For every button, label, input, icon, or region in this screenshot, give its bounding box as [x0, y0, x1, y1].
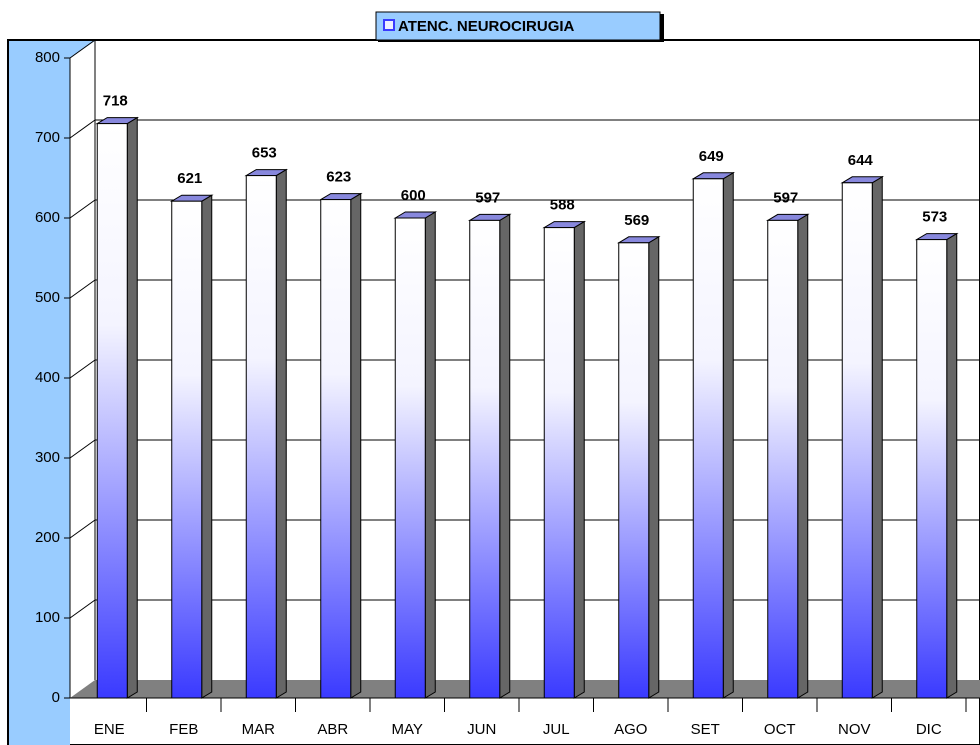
bar-side [126, 116, 138, 699]
data-label: 621 [177, 170, 202, 187]
grid-line [69, 279, 96, 299]
x-tick-label: JUN [467, 721, 496, 738]
grid-line [69, 39, 96, 59]
x-tick-label: ABR [317, 721, 348, 738]
data-label: 653 [252, 145, 277, 162]
y-tick-label: 700 [35, 129, 60, 146]
x-tick-label: AGO [614, 721, 647, 738]
data-label: 718 [103, 93, 128, 110]
bar [767, 219, 799, 699]
y-tick-label: 800 [35, 49, 60, 66]
legend-label: ATENC. NEUROCIRUGIA [398, 18, 575, 35]
grid-line [69, 359, 96, 379]
grid-line [69, 119, 96, 139]
floor [70, 680, 980, 698]
bar [171, 200, 203, 699]
bar [841, 182, 873, 699]
bar [916, 239, 948, 699]
data-label: 600 [401, 187, 426, 204]
bar [245, 175, 277, 699]
bar [692, 178, 724, 699]
data-label: 573 [922, 209, 947, 226]
bar-side [871, 175, 883, 699]
y-tick-label: 500 [35, 289, 60, 306]
data-label: 649 [699, 148, 724, 165]
x-tick-label: DIC [916, 721, 942, 738]
bar [394, 217, 426, 699]
bar-side [201, 194, 213, 699]
x-tick-label: MAR [242, 721, 276, 738]
grid-line [69, 519, 96, 539]
bar [618, 242, 650, 699]
data-label: 623 [326, 169, 351, 186]
bar-side [722, 171, 734, 699]
y-tick-label: 200 [35, 529, 60, 546]
x-tick-label: SET [691, 721, 720, 738]
legend-swatch [383, 19, 395, 31]
y-tick-label: 0 [52, 689, 60, 706]
legend: ATENC. NEUROCIRUGIA [375, 11, 664, 42]
data-label: 597 [475, 189, 500, 206]
grid-line [69, 439, 96, 459]
bar [543, 227, 575, 699]
data-label: 588 [550, 197, 575, 214]
bar [469, 219, 501, 699]
data-label: 644 [848, 152, 874, 169]
x-tick-label: MAY [392, 721, 423, 738]
x-tick-label: FEB [169, 721, 198, 738]
x-tick-label: ENE [94, 721, 125, 738]
grid-line [69, 599, 96, 619]
y-tick-label: 300 [35, 449, 60, 466]
data-label: 569 [624, 212, 649, 229]
bar-side [424, 211, 436, 699]
y-tick-label: 600 [35, 209, 60, 226]
bar-side [648, 235, 660, 699]
grid-line [69, 199, 96, 219]
bar-side [499, 213, 511, 699]
bar-side [573, 220, 585, 699]
bar-side [946, 232, 958, 699]
y-tick-label: 100 [35, 609, 60, 626]
x-tick-label: OCT [764, 721, 796, 738]
bar-side [275, 168, 287, 699]
x-tick-label: NOV [838, 721, 871, 738]
left-wall [9, 41, 95, 745]
y-tick-label: 400 [35, 369, 60, 386]
bar [320, 199, 352, 699]
bar [96, 123, 128, 699]
data-label: 597 [773, 189, 798, 206]
bar-side [797, 213, 809, 699]
x-tick-label: JUL [543, 721, 570, 738]
bar-side [350, 192, 362, 699]
